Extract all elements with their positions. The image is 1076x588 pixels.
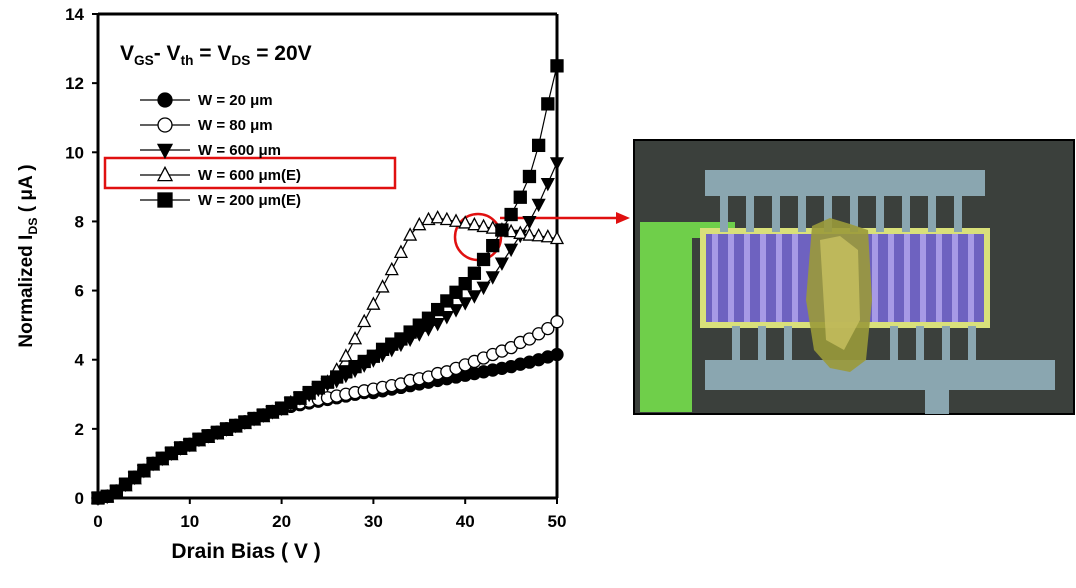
- subscript: DS: [231, 53, 250, 68]
- legend-label: W = 200 μm(E): [198, 192, 301, 209]
- marker: [513, 190, 527, 204]
- marker: [485, 271, 500, 285]
- marker: [531, 138, 546, 153]
- text-part: V: [120, 42, 134, 65]
- marker: [550, 59, 564, 73]
- subscript: th: [181, 53, 194, 68]
- marker: [541, 321, 555, 336]
- legend-label: W = 80 μm: [198, 117, 273, 134]
- marker: [467, 290, 482, 304]
- y-tick-label: 8: [75, 212, 84, 231]
- marker: [540, 228, 555, 243]
- marker: [495, 223, 509, 237]
- y-tick-label: 12: [65, 74, 84, 93]
- marker: [531, 227, 546, 242]
- x-tick-label: 40: [456, 512, 475, 531]
- marker: [403, 227, 418, 241]
- marker: [439, 211, 454, 226]
- y-tick-label: 6: [75, 282, 84, 301]
- x-tick-label: 30: [364, 512, 383, 531]
- text-part: = 20V: [250, 42, 311, 65]
- marker: [338, 348, 353, 362]
- micrograph: [633, 139, 1075, 415]
- marker: [375, 279, 390, 293]
- marker: [458, 277, 472, 291]
- legend-label: W = 20 μm: [198, 92, 273, 109]
- marker: [494, 257, 509, 271]
- marker: [549, 157, 565, 171]
- marker: [486, 238, 500, 253]
- marker: [366, 296, 381, 310]
- marker: [421, 211, 436, 226]
- subscript: DS: [26, 218, 40, 235]
- marker: [504, 243, 519, 258]
- x-tick-label: 50: [548, 512, 567, 531]
- marker: [522, 227, 537, 241]
- y-tick-label: 0: [75, 489, 84, 508]
- marker: [467, 266, 482, 280]
- marker: [476, 281, 491, 296]
- y-tick-label: 10: [65, 143, 84, 162]
- marker: [522, 215, 537, 230]
- marker: [347, 330, 363, 345]
- y-axis-title: Normalized IDS ( μA ): [16, 164, 40, 347]
- marker: [467, 216, 482, 231]
- arrowhead: [616, 212, 630, 224]
- y-tick-label: 2: [75, 420, 84, 439]
- series-line: [97, 321, 558, 499]
- marker: [549, 230, 565, 245]
- subscript: GS: [134, 53, 154, 68]
- marker: [476, 218, 491, 233]
- marker: [476, 252, 491, 267]
- marker: [550, 347, 564, 362]
- x-tick-label: 10: [180, 512, 199, 531]
- marker: [384, 261, 399, 276]
- legend-marker: [156, 143, 174, 160]
- marker: [550, 315, 564, 329]
- legend-label: W = 600 μm(E): [198, 167, 301, 184]
- axes: [96, 12, 559, 500]
- marker: [513, 225, 528, 239]
- annotation: VGS- Vth = VDS = 20V: [120, 42, 312, 68]
- legend-marker: [157, 117, 173, 133]
- y-tick-label: 14: [65, 5, 84, 24]
- x-tick-label: 20: [272, 512, 291, 531]
- marker: [448, 213, 464, 227]
- text-part: ( μA ): [16, 164, 37, 217]
- legend-marker: [157, 92, 173, 108]
- legend-label: W = 600 μm: [198, 142, 281, 159]
- x-axis-title: Drain Bias ( V ): [171, 540, 320, 563]
- marker: [448, 304, 464, 318]
- marker: [430, 209, 445, 224]
- legend-marker: [156, 165, 174, 182]
- highlight-box: [103, 156, 397, 190]
- x-tick-label: 0: [93, 512, 102, 531]
- text-part: Normalized I: [16, 235, 37, 348]
- marker: [357, 313, 372, 328]
- marker: [504, 207, 518, 222]
- marker: [522, 169, 537, 184]
- marker: [531, 198, 546, 213]
- legend-marker: [157, 192, 173, 208]
- y-tick-label: 4: [75, 351, 85, 370]
- marker: [540, 177, 555, 192]
- marker: [541, 97, 555, 111]
- marker: [458, 215, 473, 229]
- marker: [458, 297, 473, 311]
- text-part: = V: [193, 42, 231, 65]
- marker: [393, 244, 409, 258]
- text-part: - V: [154, 42, 181, 65]
